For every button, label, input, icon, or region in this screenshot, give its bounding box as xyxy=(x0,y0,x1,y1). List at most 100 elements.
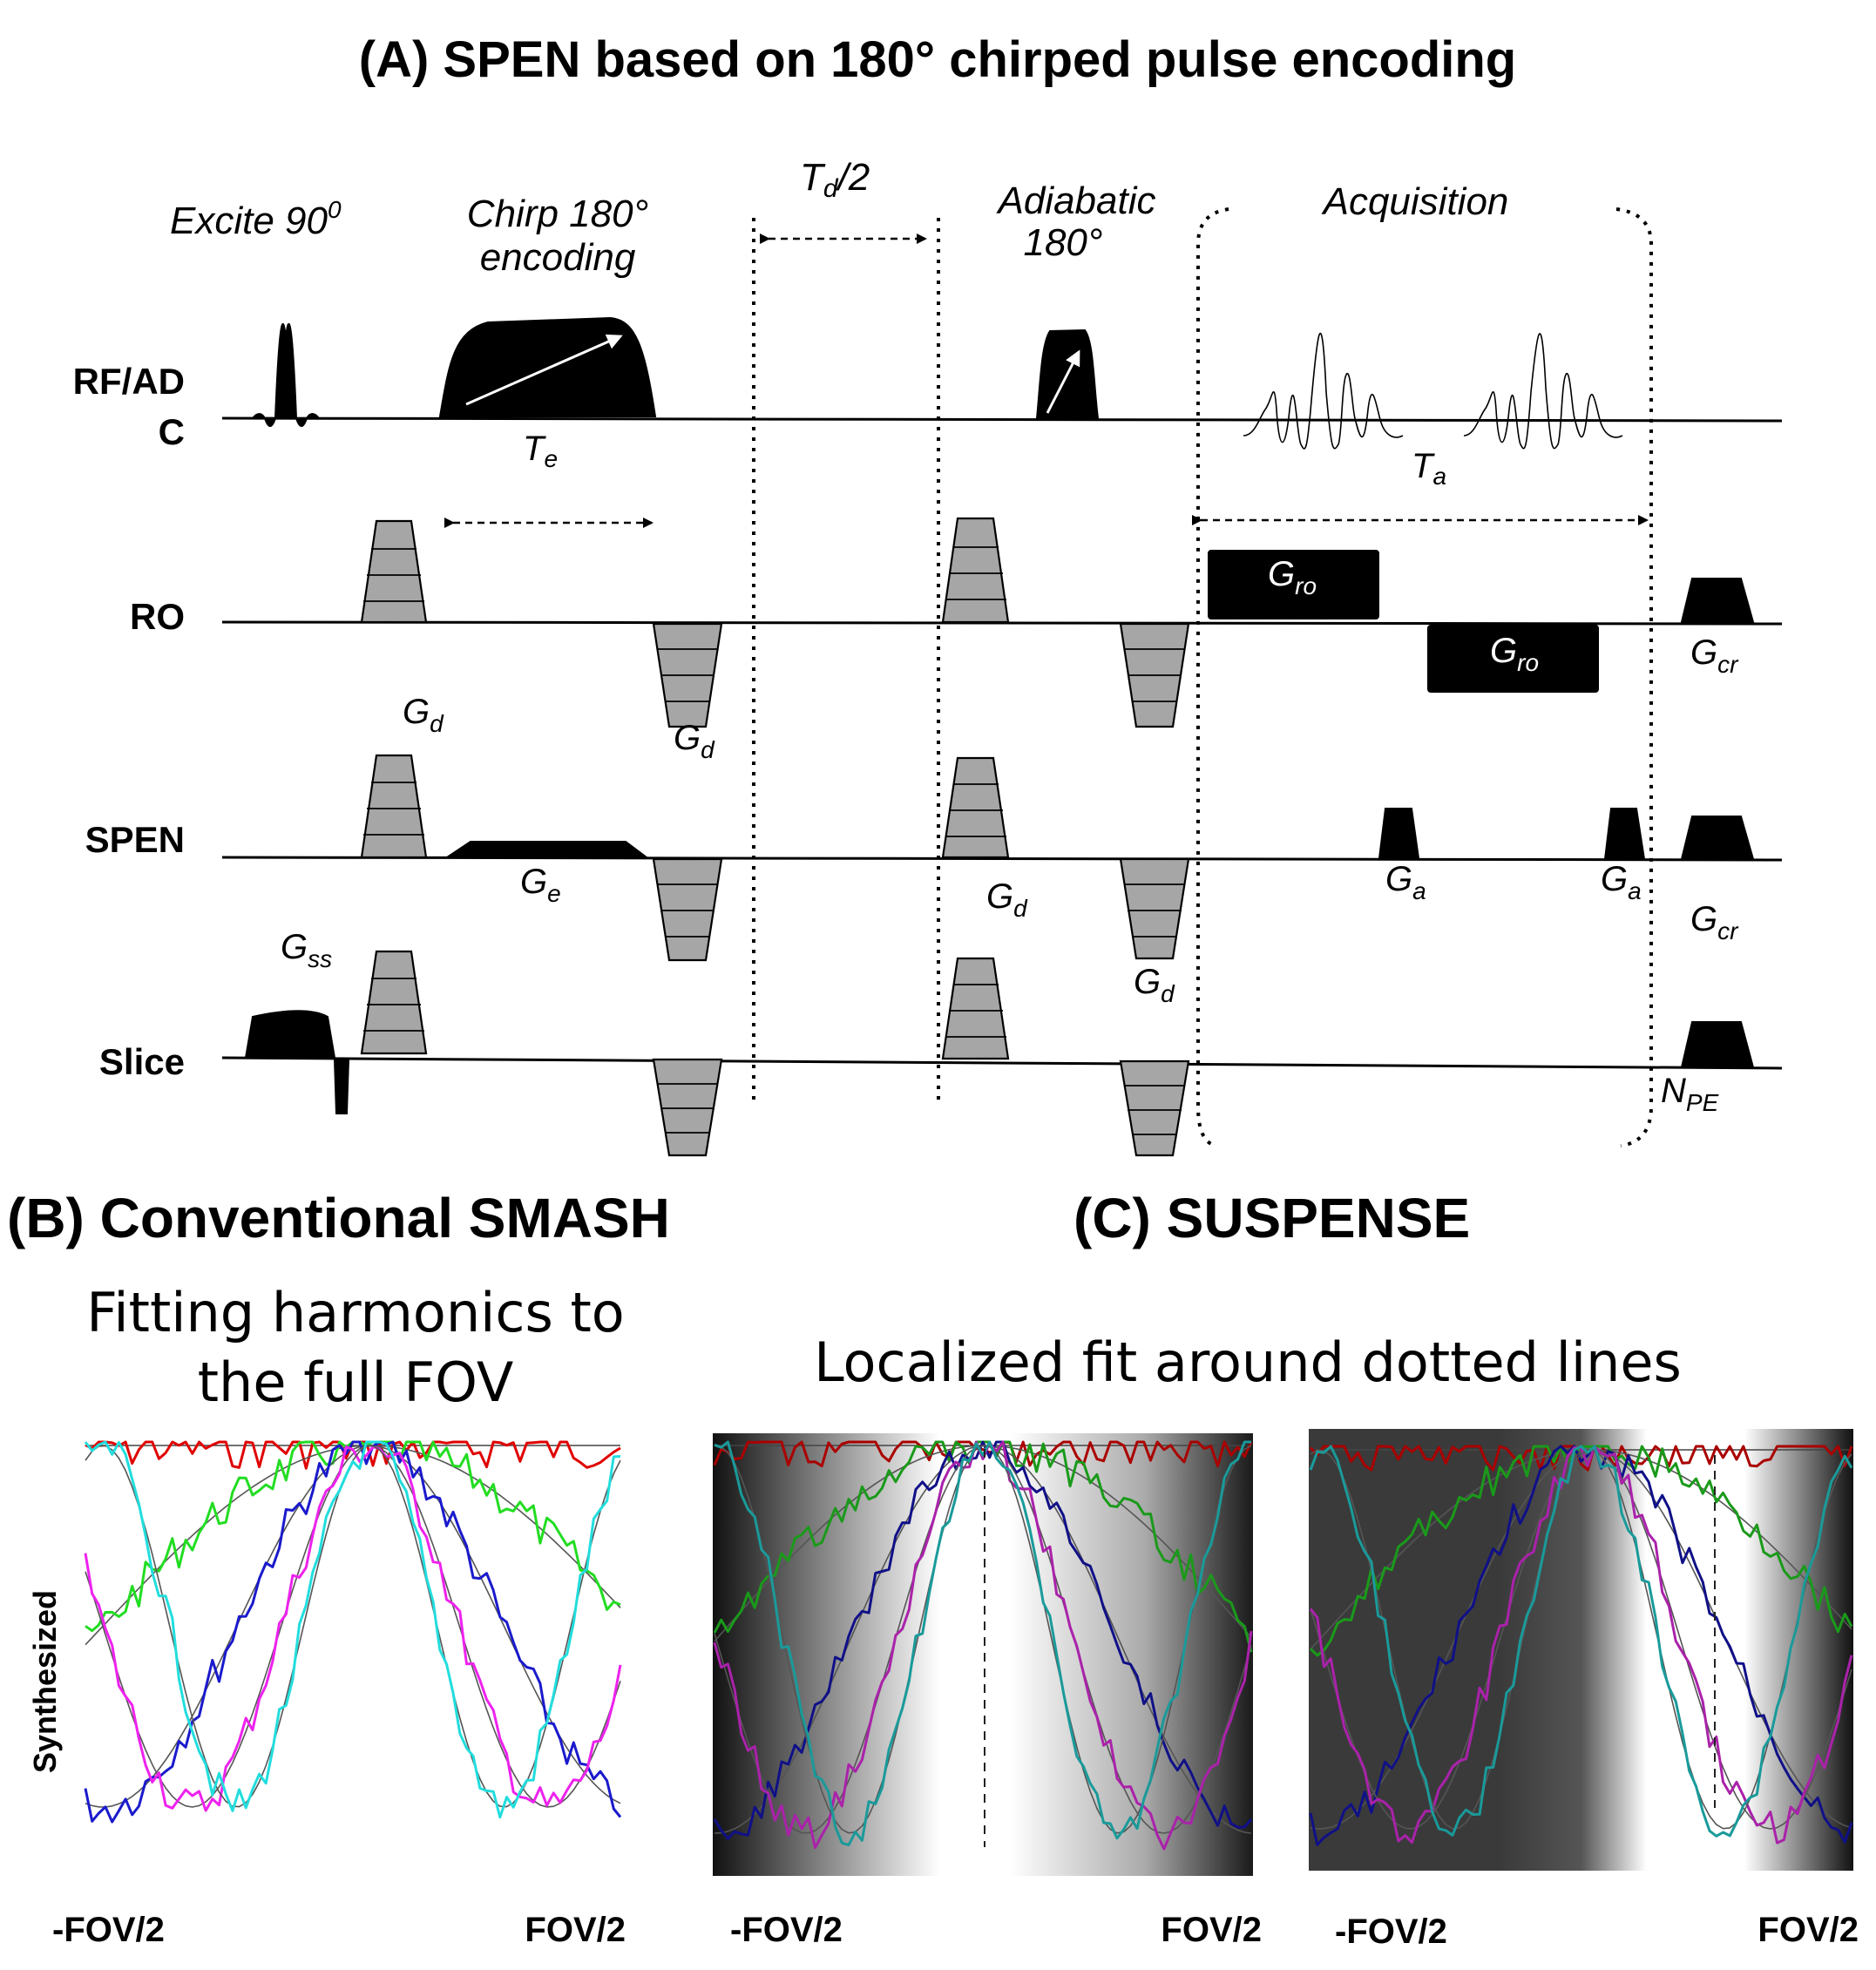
fit-curve-4 xyxy=(714,1445,1252,1834)
adiabatic-arrow xyxy=(1046,349,1080,414)
svg-text:Td/2: Td/2 xyxy=(800,156,870,203)
panel-c-subtitle: Localized fit around dotted lines xyxy=(814,1330,1682,1394)
harmonic-curve-1 xyxy=(85,1440,621,1633)
svg-text:Gcr: Gcr xyxy=(1690,633,1739,678)
npe-label: NPE xyxy=(1661,1072,1719,1116)
td-label: Td/2 xyxy=(800,156,870,203)
svg-text:Excite 900: Excite 900 xyxy=(170,196,342,242)
svg-text:Gd: Gd xyxy=(403,693,444,737)
svg-text:Ta: Ta xyxy=(1412,447,1446,490)
ta-label: Ta xyxy=(1412,447,1446,490)
harmonic-curve-2 xyxy=(84,1440,622,1824)
slice-select-gradient xyxy=(244,1010,336,1059)
acquisition-label: Acquisition xyxy=(1321,180,1509,223)
spen-gcr-label: Gcr xyxy=(1690,900,1739,944)
chirp-label-2: encoding xyxy=(480,236,636,279)
slice-gd-negative-1 xyxy=(652,1058,723,1157)
harmonic-curve-4 xyxy=(714,1440,1251,1847)
spen-gd-positive-1 xyxy=(360,754,428,859)
gro-negative-block xyxy=(1427,625,1599,693)
spen-crusher xyxy=(1680,816,1755,860)
slice-gd-positive-2 xyxy=(941,957,1010,1060)
harmonic-curve-4 xyxy=(84,1440,621,1819)
svg-text:Ga: Ga xyxy=(1385,860,1426,904)
gro-positive-label: Gro xyxy=(1268,555,1317,599)
spen-ga-blip-1 xyxy=(1378,808,1420,859)
svg-text:Gd: Gd xyxy=(1134,963,1175,1007)
baseline-slice xyxy=(221,1056,1783,1070)
spen-gd-negative-1 xyxy=(652,857,723,962)
spen-ga-label-1: Ga xyxy=(1385,860,1426,904)
slice-gd-negative-2 xyxy=(1119,1059,1190,1157)
slice-gd-positive-1 xyxy=(360,950,428,1055)
svg-text:Ge: Ge xyxy=(520,863,561,907)
panel-b-ylabel: Synthesized xyxy=(27,1590,63,1773)
harmonic-curve-3 xyxy=(84,1445,622,1812)
harmonic-curve-0 xyxy=(713,1440,1253,1468)
title-b: (B) Conventional SMASH xyxy=(7,1187,670,1249)
svg-text:Te: Te xyxy=(523,430,558,472)
spen-gd-negative-2 xyxy=(1119,857,1190,960)
harmonic-curve-2 xyxy=(1309,1445,1853,1846)
ro-gd-label-2: Gd xyxy=(674,719,715,763)
chirp-label-1: Chirp 180° xyxy=(467,193,648,235)
slice-crusher xyxy=(1680,1021,1755,1068)
chirp-arrow xyxy=(465,334,623,406)
svg-text:Gcr: Gcr xyxy=(1690,900,1739,944)
row-label-rfadc-2: C xyxy=(159,411,185,452)
fit-curve-3 xyxy=(85,1445,621,1808)
ro-gcr-label: Gcr xyxy=(1690,633,1739,678)
row-label-slice: Slice xyxy=(99,1041,185,1082)
svg-text:Gss: Gss xyxy=(281,928,332,972)
panel-c-plot-2 xyxy=(1309,1429,1853,1871)
gro-negative-label: Gro xyxy=(1490,632,1539,676)
fit-curve-1 xyxy=(85,1445,621,1646)
row-label-ro: RO xyxy=(130,596,185,637)
harmonic-curve-4 xyxy=(1309,1445,1853,1838)
echo-2 xyxy=(1463,333,1623,450)
harmonic-curve-2 xyxy=(713,1440,1253,1840)
panel-c-plot-1-x-left: -FOV/2 xyxy=(730,1911,843,1949)
panel-c-plot-2-x-left: -FOV/2 xyxy=(1335,1912,1447,1951)
te-label: Te xyxy=(523,430,558,472)
panel-c-plot-2-x-right: FOV/2 xyxy=(1757,1911,1859,1949)
spen-ge-encoding-gradient xyxy=(444,841,649,858)
svg-text:Ga: Ga xyxy=(1601,860,1642,904)
spen-ga-blip-2 xyxy=(1603,808,1646,860)
spen-ga-label-2: Ga xyxy=(1601,860,1642,904)
slice-rephaser xyxy=(333,1059,350,1114)
adiabatic-label-2: 180° xyxy=(1023,221,1102,264)
excite-label: Excite 900 xyxy=(170,196,342,242)
svg-text:Gro: Gro xyxy=(1490,632,1539,676)
ro-gd-positive-1 xyxy=(360,519,428,624)
ro-gd-label-1: Gd xyxy=(403,693,444,737)
spen-ge-label: Ge xyxy=(520,863,561,907)
fit-curve-2 xyxy=(85,1445,621,1808)
panel-c-plot-1-x-right: FOV/2 xyxy=(1161,1911,1262,1949)
svg-text:Gro: Gro xyxy=(1268,555,1317,599)
panel-b-subtitle-1: Fitting harmonics to xyxy=(86,1281,624,1344)
panel-b-x-left: -FOV/2 xyxy=(52,1911,165,1949)
ro-gd-negative-2 xyxy=(1119,622,1190,728)
row-label-rfadc-1: RF/AD xyxy=(73,361,185,402)
spen-gd-positive-2 xyxy=(941,756,1010,859)
baseline-rf xyxy=(221,416,1783,423)
spen-gd-label-1: Gd xyxy=(986,877,1028,922)
gro-positive-block xyxy=(1208,550,1379,619)
svg-text:Gd: Gd xyxy=(674,719,715,763)
ro-gd-positive-2 xyxy=(941,517,1010,624)
panel-c-plot-1-background xyxy=(713,1433,1253,1876)
svg-text:Gd: Gd xyxy=(986,877,1028,922)
row-label-spen: SPEN xyxy=(85,819,185,860)
ro-crusher xyxy=(1680,578,1755,623)
title-c: (C) SUSPENSE xyxy=(1073,1187,1470,1249)
panel-c-plot-2-background xyxy=(1309,1429,1853,1871)
adiabatic-label-1: Adiabatic xyxy=(995,179,1155,222)
panel-c-plot-1 xyxy=(713,1433,1253,1876)
spen-gd-label-2: Gd xyxy=(1134,963,1175,1007)
svg-text:NPE: NPE xyxy=(1661,1072,1719,1116)
fit-curve-4 xyxy=(85,1445,621,1808)
excite-sinc-pulse xyxy=(250,322,322,427)
panel-b-x-right: FOV/2 xyxy=(525,1911,626,1949)
